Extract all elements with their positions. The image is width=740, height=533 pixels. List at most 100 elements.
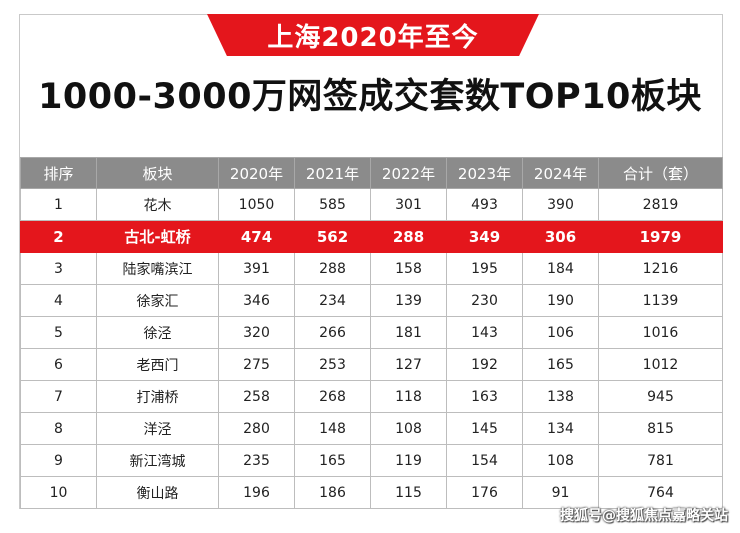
cell-total: 764 — [598, 476, 723, 509]
cell-2021: 268 — [294, 380, 371, 413]
header-2024: 2024年 — [522, 157, 599, 189]
cell-2023: 192 — [446, 348, 523, 381]
table-header-row: 排序 板块 2020年 2021年 2022年 2023年 2024年 合计（套… — [20, 157, 723, 189]
cell-2020: 275 — [218, 348, 295, 381]
cell-2024: 306 — [522, 220, 599, 253]
cell-2022: 288 — [370, 220, 447, 253]
table-row: 7 打浦桥 258 268 118 163 138 945 — [20, 380, 723, 413]
cell-2020: 391 — [218, 252, 295, 285]
cell-2021: 253 — [294, 348, 371, 381]
header-2020: 2020年 — [218, 157, 295, 189]
cell-district: 新江湾城 — [96, 444, 219, 477]
cell-2024: 190 — [522, 284, 599, 317]
cell-2022: 158 — [370, 252, 447, 285]
cell-2021: 234 — [294, 284, 371, 317]
cell-district: 徐泾 — [96, 316, 219, 349]
header-2022: 2022年 — [370, 157, 447, 189]
cell-2024: 134 — [522, 412, 599, 445]
header-rank: 排序 — [20, 157, 97, 189]
cell-rank: 8 — [20, 412, 97, 445]
cell-total: 1139 — [598, 284, 723, 317]
cell-2021: 148 — [294, 412, 371, 445]
cell-2023: 493 — [446, 188, 523, 221]
cell-2023: 163 — [446, 380, 523, 413]
cell-2023: 195 — [446, 252, 523, 285]
cell-2024: 108 — [522, 444, 599, 477]
cell-2022: 108 — [370, 412, 447, 445]
cell-rank: 1 — [20, 188, 97, 221]
cell-rank: 2 — [20, 220, 97, 253]
cell-2022: 119 — [370, 444, 447, 477]
cell-district: 徐家汇 — [96, 284, 219, 317]
cell-2023: 176 — [446, 476, 523, 509]
cell-2020: 258 — [218, 380, 295, 413]
cell-rank: 3 — [20, 252, 97, 285]
header-2021: 2021年 — [294, 157, 371, 189]
cell-2023: 154 — [446, 444, 523, 477]
cell-2022: 139 — [370, 284, 447, 317]
cell-2022: 115 — [370, 476, 447, 509]
cell-district: 陆家嘴滨江 — [96, 252, 219, 285]
cell-total: 815 — [598, 412, 723, 445]
cell-2021: 585 — [294, 188, 371, 221]
watermark: 搜狐号@搜狐焦点嘉略关站 — [560, 508, 728, 524]
table-row: 8 洋泾 280 148 108 145 134 815 — [20, 412, 723, 445]
table-row: 6 老西门 275 253 127 192 165 1012 — [20, 348, 723, 381]
cell-2021: 165 — [294, 444, 371, 477]
cell-2020: 346 — [218, 284, 295, 317]
page-title: 1000-3000万网签成交套数TOP10板块 — [38, 76, 702, 117]
cell-total: 1012 — [598, 348, 723, 381]
cell-2020: 235 — [218, 444, 295, 477]
cell-district: 打浦桥 — [96, 380, 219, 413]
cell-2021: 562 — [294, 220, 371, 253]
cell-total: 1979 — [598, 220, 723, 253]
cell-2021: 266 — [294, 316, 371, 349]
cell-total: 945 — [598, 380, 723, 413]
table-row: 3 陆家嘴滨江 391 288 158 195 184 1216 — [20, 252, 723, 285]
cell-total: 1216 — [598, 252, 723, 285]
table-row: 2 古北-虹桥 474 562 288 349 306 1979 — [20, 220, 723, 253]
table-row: 1 花木 1050 585 301 493 390 2819 — [20, 188, 723, 221]
cell-rank: 6 — [20, 348, 97, 381]
cell-rank: 9 — [20, 444, 97, 477]
cell-2021: 288 — [294, 252, 371, 285]
cell-2022: 181 — [370, 316, 447, 349]
cell-2020: 1050 — [218, 188, 295, 221]
cell-2020: 474 — [218, 220, 295, 253]
cell-2024: 138 — [522, 380, 599, 413]
cell-2020: 280 — [218, 412, 295, 445]
cell-2024: 91 — [522, 476, 599, 509]
cell-total: 781 — [598, 444, 723, 477]
ranking-table: 排序 板块 2020年 2021年 2022年 2023年 2024年 合计（套… — [20, 157, 723, 509]
cell-district: 老西门 — [96, 348, 219, 381]
cell-2024: 165 — [522, 348, 599, 381]
cell-2023: 230 — [446, 284, 523, 317]
cell-2020: 196 — [218, 476, 295, 509]
cell-2023: 145 — [446, 412, 523, 445]
table-row: 4 徐家汇 346 234 139 230 190 1139 — [20, 284, 723, 317]
cell-2023: 349 — [446, 220, 523, 253]
header-total: 合计（套） — [598, 157, 723, 189]
cell-total: 1016 — [598, 316, 723, 349]
cell-2024: 390 — [522, 188, 599, 221]
table-row: 5 徐泾 320 266 181 143 106 1016 — [20, 316, 723, 349]
cell-2021: 186 — [294, 476, 371, 509]
cell-2024: 184 — [522, 252, 599, 285]
cell-2023: 143 — [446, 316, 523, 349]
cell-2020: 320 — [218, 316, 295, 349]
cell-district: 衡山路 — [96, 476, 219, 509]
header-banner: 上海2020年至今 — [207, 14, 539, 56]
cell-total: 2819 — [598, 188, 723, 221]
table-row: 9 新江湾城 235 165 119 154 108 781 — [20, 444, 723, 477]
table-row: 10 衡山路 196 186 115 176 91 764 — [20, 476, 723, 509]
header-2023: 2023年 — [446, 157, 523, 189]
cell-rank: 10 — [20, 476, 97, 509]
cell-2024: 106 — [522, 316, 599, 349]
header-district: 板块 — [96, 157, 219, 189]
cell-2022: 301 — [370, 188, 447, 221]
cell-district: 洋泾 — [96, 412, 219, 445]
cell-2022: 127 — [370, 348, 447, 381]
cell-rank: 5 — [20, 316, 97, 349]
cell-rank: 4 — [20, 284, 97, 317]
cell-district: 花木 — [96, 188, 219, 221]
